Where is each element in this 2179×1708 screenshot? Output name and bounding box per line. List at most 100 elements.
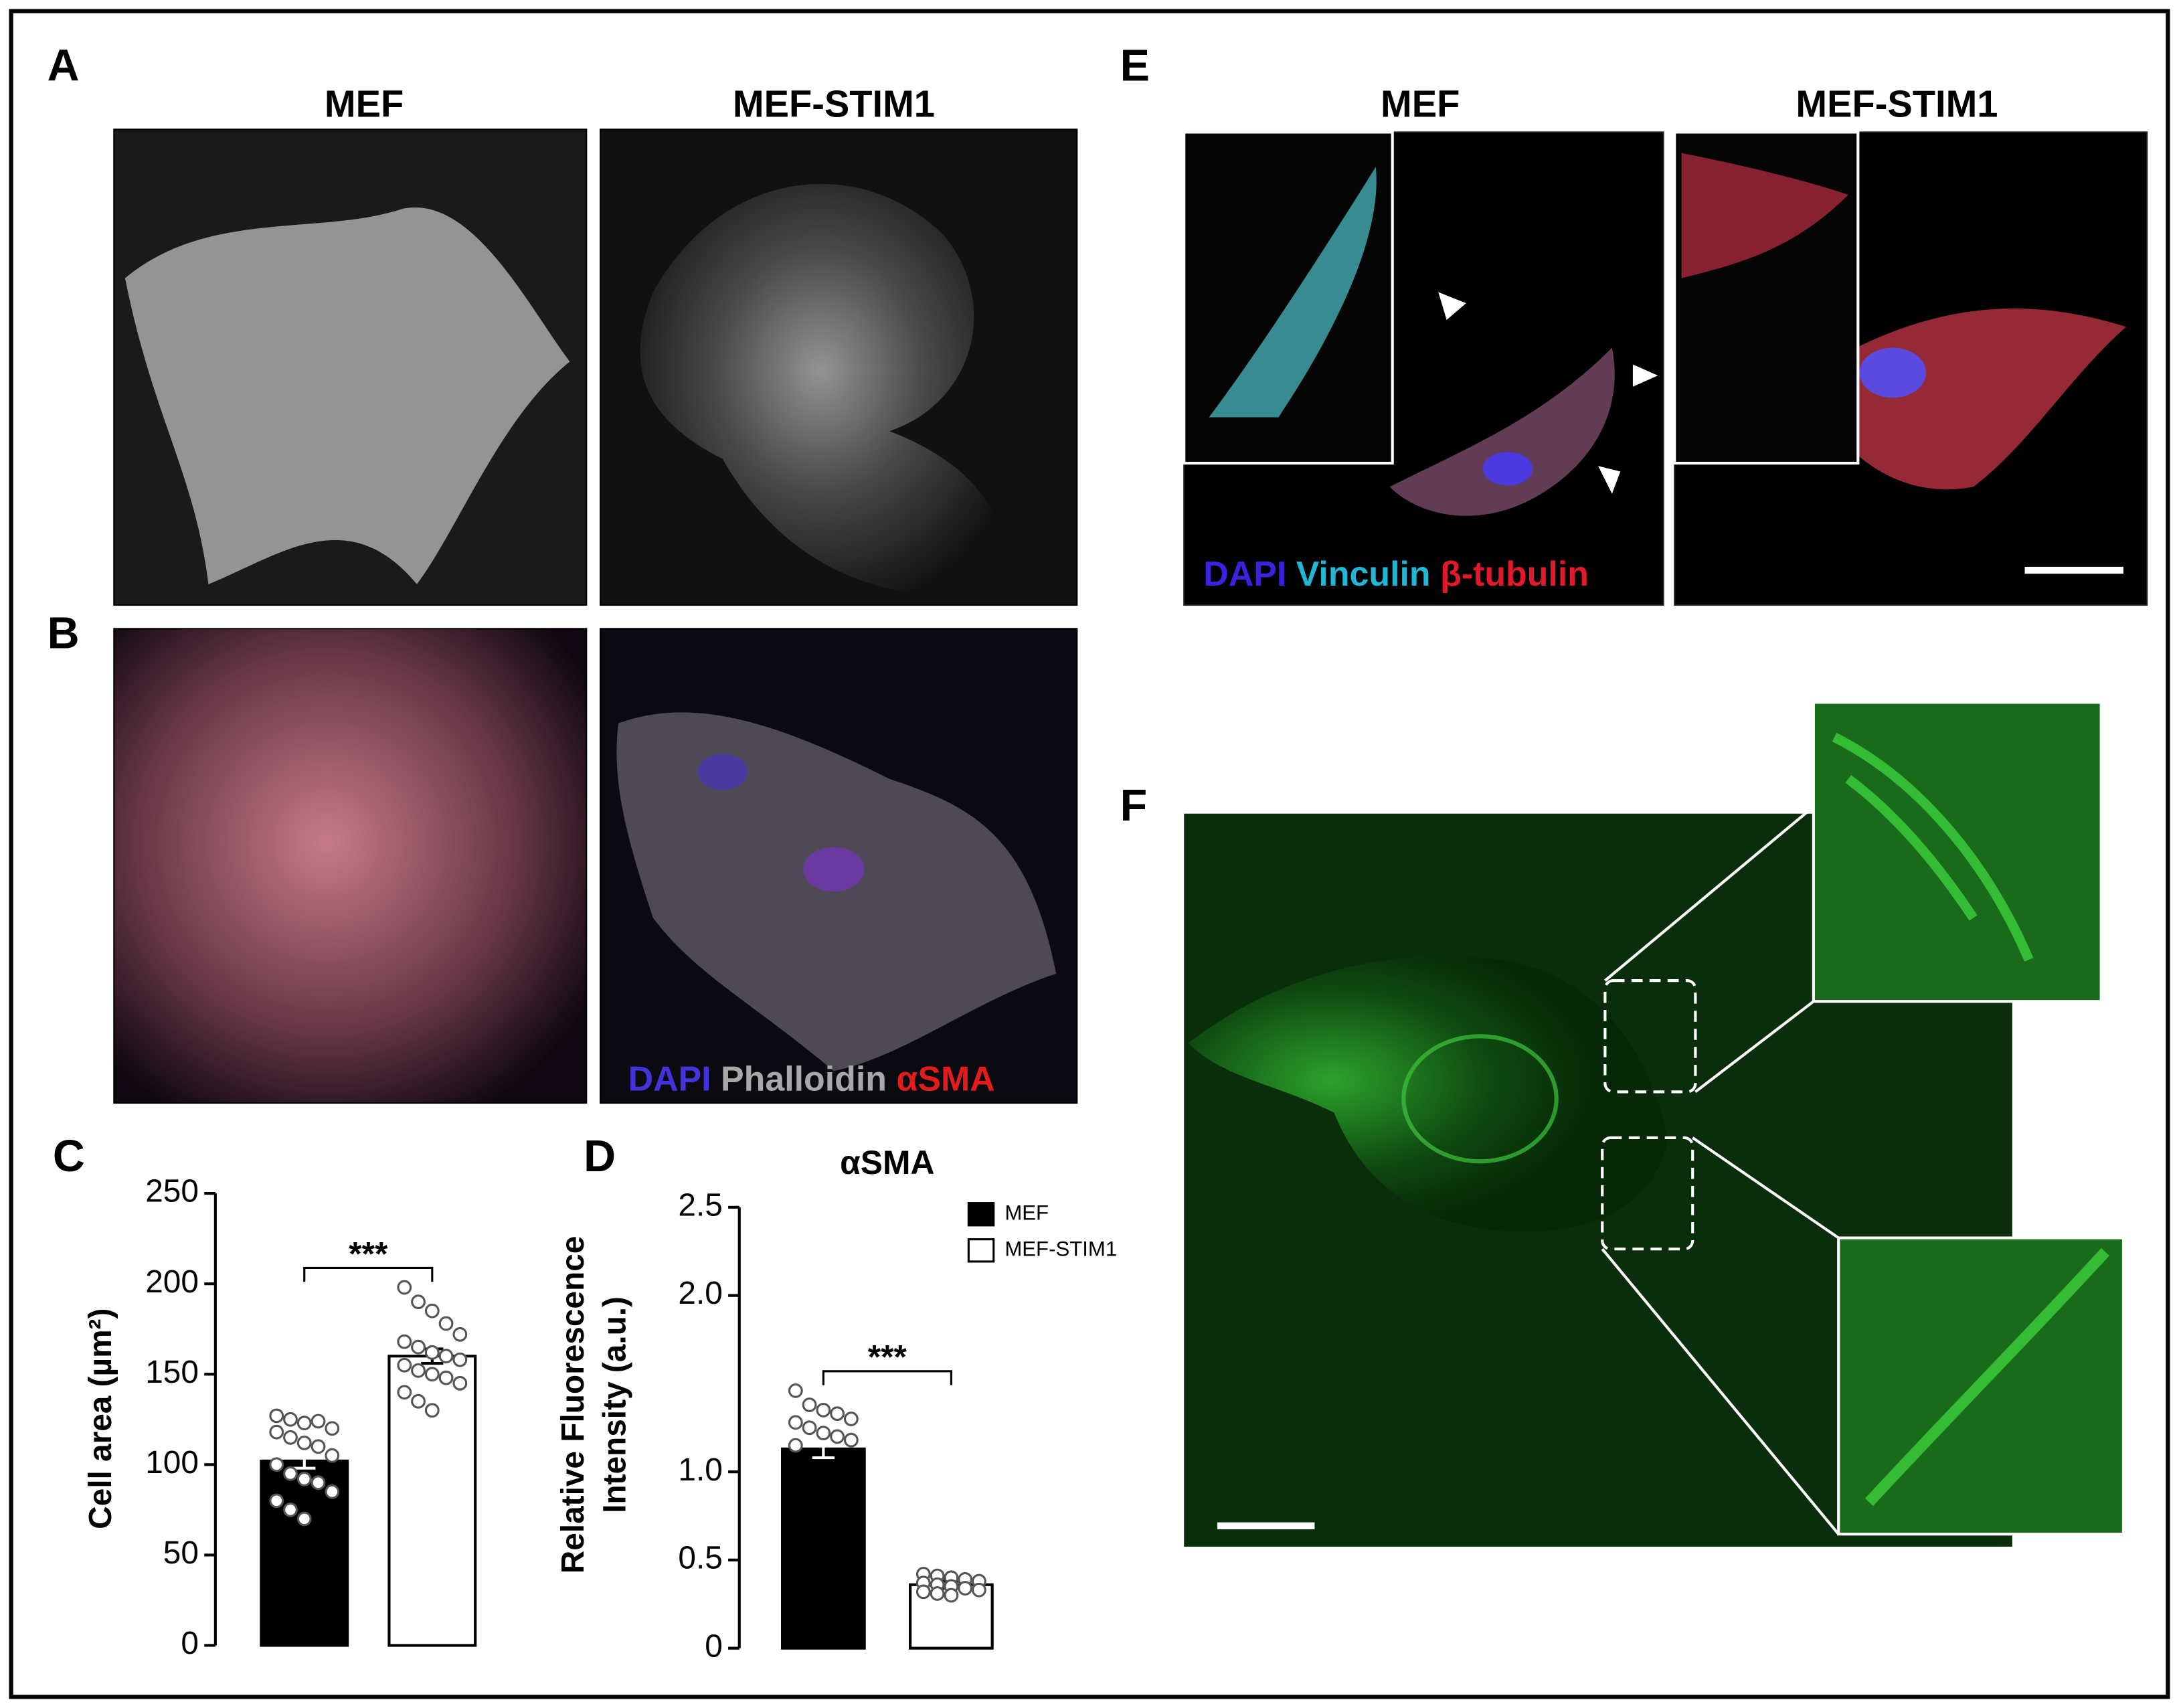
data-point bbox=[944, 1588, 959, 1603]
data-point bbox=[452, 1375, 468, 1391]
cell-shape bbox=[124, 207, 570, 584]
data-point bbox=[296, 1511, 312, 1527]
stain-name: DAPI bbox=[628, 1059, 711, 1098]
legend-swatch bbox=[967, 1238, 995, 1263]
column-header: MEF bbox=[325, 83, 404, 125]
fiber bbox=[1864, 1248, 2110, 1507]
data-point bbox=[283, 1412, 298, 1427]
significance-label: *** bbox=[349, 1235, 388, 1272]
column-header: MEF-STIM1 bbox=[733, 83, 935, 125]
nucleus bbox=[803, 847, 865, 892]
data-point bbox=[411, 1363, 426, 1378]
panel-label: D bbox=[584, 1132, 616, 1181]
data-point bbox=[438, 1370, 454, 1385]
significance-label: *** bbox=[868, 1339, 907, 1376]
y-axis-label: Intensity (a.u.) bbox=[597, 1296, 632, 1513]
cell-shape bbox=[1681, 153, 1848, 278]
y-tick-label: 100 bbox=[145, 1445, 199, 1480]
panel-label: E bbox=[1120, 41, 1150, 91]
cell-shape bbox=[616, 712, 1057, 1072]
data-point bbox=[816, 1426, 831, 1441]
column-header: MEF-STIM1 bbox=[1796, 83, 1998, 125]
y-tick-label: 200 bbox=[145, 1264, 199, 1300]
legend-label: MEF-STIM1 bbox=[1005, 1237, 1117, 1261]
panel-label: F bbox=[1120, 781, 1148, 831]
data-point bbox=[397, 1280, 412, 1295]
data-point bbox=[424, 1367, 440, 1382]
data-point bbox=[325, 1484, 340, 1499]
bar bbox=[781, 1447, 866, 1650]
y-tick-label: 1.0 bbox=[678, 1452, 722, 1488]
significance-bracket bbox=[822, 1370, 952, 1385]
data-point bbox=[424, 1303, 440, 1318]
data-point bbox=[452, 1352, 468, 1367]
y-tick-label: 150 bbox=[145, 1355, 199, 1390]
y-axis-label: Relative Fluorescence bbox=[555, 1236, 591, 1574]
data-point bbox=[830, 1406, 845, 1422]
data-point bbox=[296, 1435, 312, 1450]
data-point bbox=[438, 1316, 454, 1331]
data-point bbox=[788, 1438, 803, 1453]
data-point bbox=[424, 1345, 440, 1360]
data-point bbox=[269, 1493, 284, 1509]
column-header: MEF bbox=[1381, 83, 1460, 125]
zoom-box bbox=[1603, 979, 1697, 1094]
nucleus bbox=[1859, 347, 1927, 398]
y-axis-label: Cell area (µm²) bbox=[83, 1308, 118, 1529]
data-point bbox=[843, 1432, 859, 1448]
figure-border bbox=[9, 9, 2170, 1699]
fiber bbox=[1832, 732, 2034, 962]
data-point bbox=[411, 1393, 426, 1409]
chart-title: αSMA bbox=[840, 1144, 934, 1181]
data-point bbox=[283, 1430, 298, 1445]
y-tick-label: 0.5 bbox=[678, 1540, 722, 1575]
data-point bbox=[311, 1414, 326, 1429]
y-tick-label: 0 bbox=[181, 1626, 199, 1661]
data-point bbox=[452, 1327, 468, 1342]
panel-label: B bbox=[48, 608, 80, 658]
y-tick-label: 250 bbox=[145, 1174, 199, 1209]
data-point bbox=[830, 1429, 845, 1444]
data-point bbox=[283, 1466, 298, 1481]
data-point bbox=[397, 1385, 412, 1400]
data-point bbox=[325, 1448, 340, 1463]
cell-shape bbox=[1389, 347, 1615, 516]
nucleus bbox=[697, 754, 748, 790]
data-point bbox=[269, 1457, 284, 1472]
stain-name: Phalloidin bbox=[721, 1059, 887, 1098]
data-point bbox=[802, 1420, 817, 1436]
data-point bbox=[411, 1339, 426, 1355]
stain-name: β-tubulin bbox=[1440, 555, 1589, 594]
legend-label: MEF bbox=[1005, 1201, 1049, 1224]
data-point bbox=[816, 1402, 831, 1418]
data-point bbox=[930, 1586, 945, 1601]
y-tick-label: 50 bbox=[163, 1535, 199, 1571]
data-point bbox=[958, 1581, 973, 1596]
data-point bbox=[424, 1403, 440, 1418]
error-bar bbox=[293, 1452, 316, 1470]
y-tick-label: 2.0 bbox=[678, 1276, 722, 1311]
stain-legend: DAPI Phalloidin αSMA bbox=[628, 1059, 995, 1098]
stain-name: αSMA bbox=[896, 1059, 994, 1098]
data-point bbox=[972, 1582, 986, 1598]
data-point bbox=[411, 1294, 426, 1310]
data-point bbox=[788, 1415, 803, 1430]
data-point bbox=[296, 1472, 312, 1486]
data-point bbox=[397, 1334, 412, 1349]
zoom-line bbox=[1601, 805, 1840, 1535]
micrograph bbox=[113, 628, 588, 1104]
bar bbox=[387, 1355, 477, 1647]
data-point bbox=[296, 1416, 312, 1431]
y-tick-label: 2.5 bbox=[678, 1187, 722, 1223]
panel-label: C bbox=[53, 1132, 85, 1181]
nucleus bbox=[1401, 1034, 1559, 1164]
legend-swatch bbox=[967, 1202, 995, 1227]
cell-shape bbox=[1188, 956, 1668, 1232]
data-point bbox=[311, 1475, 326, 1490]
cell-shape bbox=[1209, 167, 1377, 418]
data-point bbox=[283, 1502, 298, 1517]
significance-bracket bbox=[303, 1266, 434, 1282]
stain-legend: DAPI Vinculin β-tubulin bbox=[1203, 555, 1589, 594]
